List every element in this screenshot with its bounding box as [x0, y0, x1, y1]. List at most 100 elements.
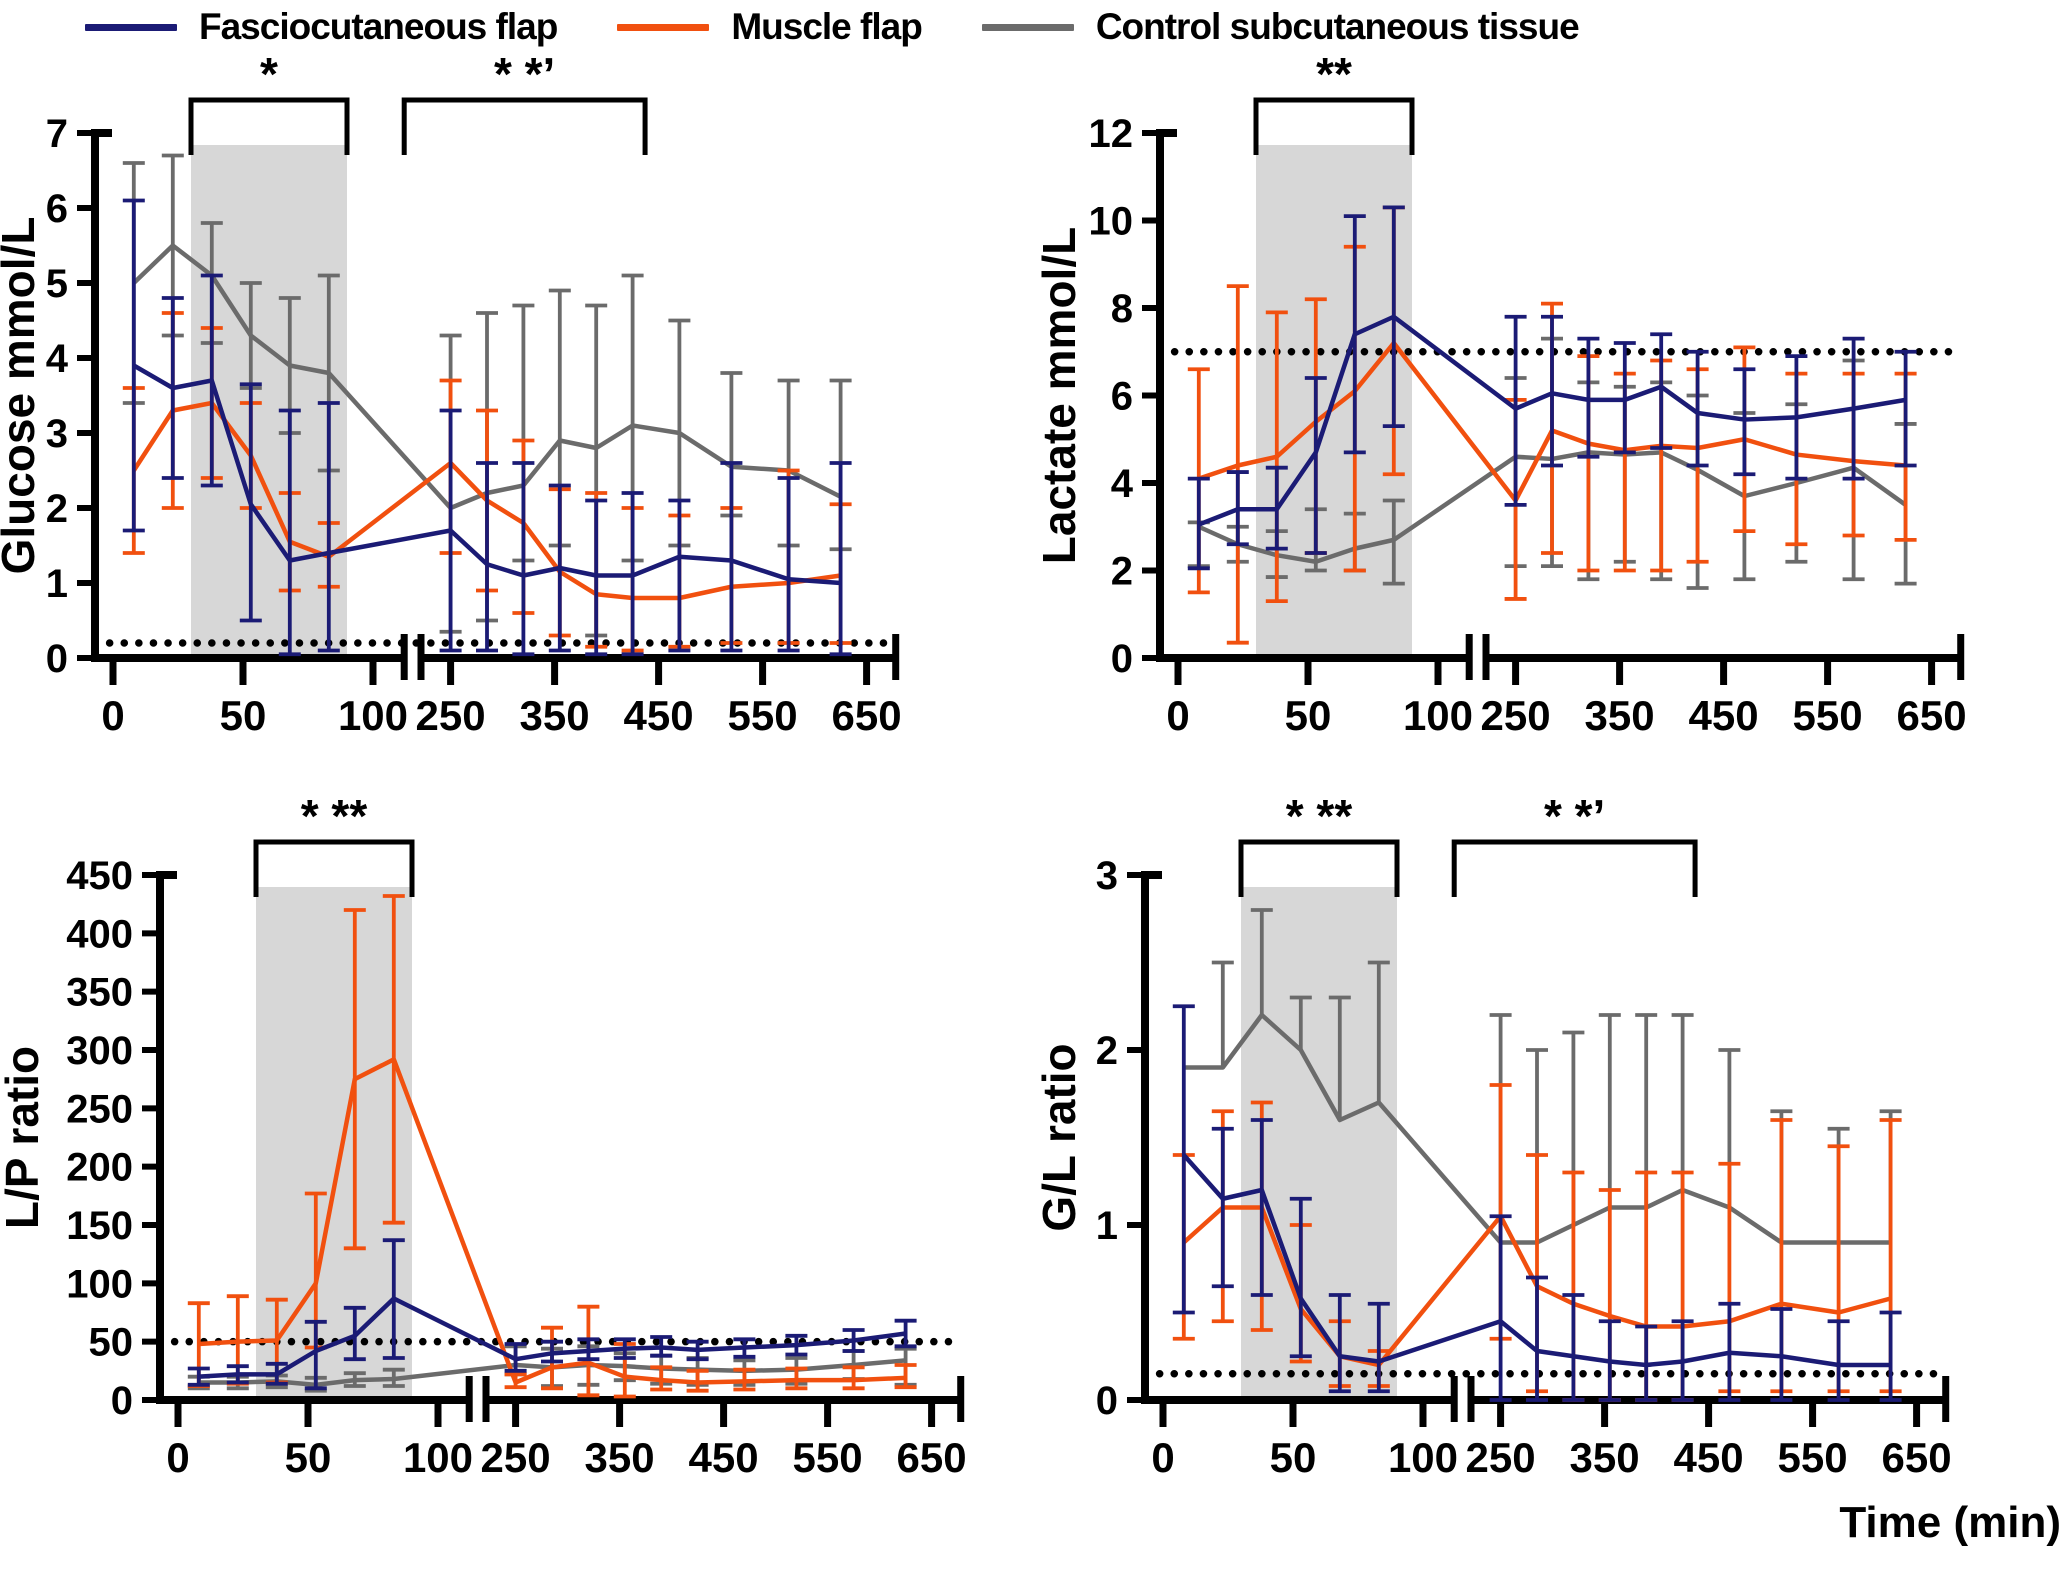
legend-item-muscle-flap: Muscle flap [617, 6, 923, 48]
significance-bracket [1238, 839, 1400, 897]
legend-item-control-subcutaneous-tissue: Control subcutaneous tissue [981, 6, 1580, 48]
series-muscle-flap [187, 894, 917, 1399]
x-tick-label: 550 [728, 692, 798, 739]
x-tick-label: 450 [624, 692, 694, 739]
x-tick-label: 250 [481, 1434, 551, 1481]
x-tick-label: 650 [897, 1434, 967, 1481]
x-tick-label: 650 [1882, 1434, 1952, 1481]
x-tick-label: 550 [1778, 1434, 1848, 1481]
control-subcutaneous-tissue-line-swatch [981, 23, 1074, 31]
x-tick-label: 350 [585, 1434, 655, 1481]
y-tick-label: 2 [1096, 1029, 1118, 1073]
fasciocutaneous-flap-line-swatch [85, 23, 177, 31]
shaded-band-lp-ratio [256, 887, 412, 1400]
lactate-chart-plot: 0 2 4 6 8 10 12 0 50 100 250 350 450 550 650 ** Lactate … [1035, 58, 1967, 739]
y-tick-label: 3 [46, 412, 68, 456]
x-tick-label: 650 [1897, 692, 1967, 739]
x-tick-label: 350 [520, 692, 590, 739]
x-tick-label: 100 [403, 1434, 473, 1481]
y-tick-label: 0 [1096, 1379, 1118, 1423]
x-tick-label: 450 [1674, 1434, 1744, 1481]
x-tick-label: 650 [832, 692, 902, 739]
x-tick-label: 550 [1793, 692, 1863, 739]
y-tick-label: 10 [1089, 200, 1134, 244]
x-tick-label: 0 [1166, 692, 1189, 739]
x-tick-label: 350 [1570, 1434, 1640, 1481]
significance-bracket [1253, 97, 1415, 155]
y-tick-label: 5 [46, 262, 68, 306]
y-tick-label: 450 [66, 854, 133, 898]
x-tick-label: 250 [1481, 692, 1551, 739]
y-tick-label: 150 [66, 1204, 133, 1248]
series-line [198, 1296, 906, 1379]
y-axis [1141, 871, 1162, 1404]
significance-label: * [260, 58, 278, 100]
y-tick-label: 6 [46, 187, 68, 231]
x-tick-label: 50 [220, 692, 267, 739]
y-tick-label: 1 [1096, 1204, 1118, 1248]
y-tick-label: 4 [46, 337, 69, 381]
x-tick-label: 50 [1285, 692, 1332, 739]
x-tick-label: 0 [1151, 1434, 1174, 1481]
muscle-flap-line-swatch [617, 23, 710, 31]
x-tick-label: 450 [1689, 692, 1759, 739]
legend: Fasciocutaneous flap Muscle flap Control… [85, 6, 1580, 48]
series-fasciocutaneous-flap [1172, 1004, 1902, 1402]
series-line [1182, 1205, 1892, 1368]
significance-bracket [401, 97, 648, 155]
y-axis-title: G/L ratio [1035, 1043, 1085, 1231]
significance-label: * *’ [494, 58, 555, 100]
y-tick-label: 100 [66, 1262, 133, 1306]
series-line [1183, 1012, 1891, 1245]
significance-bracket [1451, 839, 1698, 897]
lactate-chart: 0 2 4 6 8 10 12 0 50 100 250 350 450 550 650 ** Lactate … [1035, 58, 2067, 798]
y-tick-label: 0 [111, 1379, 133, 1423]
y-tick-label: 2 [46, 487, 68, 531]
x-tick-label: 250 [1466, 1434, 1536, 1481]
x-tick-label: 100 [1403, 692, 1473, 739]
legend-label: Fasciocutaneous flap [199, 6, 558, 47]
significance-label: ** [1316, 58, 1352, 100]
y-tick-label: 0 [1111, 637, 1133, 681]
x-tick-label: 100 [338, 692, 408, 739]
x-tick-label: 50 [285, 1434, 332, 1481]
series-line [1198, 340, 1906, 503]
y-tick-label: 4 [1111, 462, 1134, 506]
significance-label: * *’ [1544, 800, 1605, 842]
y-tick-label: 50 [89, 1321, 134, 1365]
y-tick-label: 6 [1111, 375, 1133, 419]
y-tick-label: 2 [1111, 550, 1133, 594]
x-tick-label: 550 [793, 1434, 863, 1481]
x-tick-label: 100 [1388, 1434, 1458, 1481]
significance-label: * ** [301, 800, 368, 842]
y-tick-label: 12 [1089, 112, 1134, 156]
glucose-chart: 0 1 2 3 4 5 6 7 0 50 100 250 350 450 550 650 * * *’ Glucos… [0, 58, 1010, 798]
series-fasciocutaneous-flap [122, 198, 852, 657]
y-tick-label: 1 [46, 562, 68, 606]
x-tick-label: 0 [101, 692, 124, 739]
y-tick-label: 8 [1111, 287, 1133, 331]
glucose-chart-plot: 0 1 2 3 4 5 6 7 0 50 100 250 350 450 550 650 * * *’ Glucos… [0, 58, 902, 739]
significance-bracket [188, 97, 350, 155]
x-tick-label: 0 [166, 1434, 189, 1481]
series-line [1197, 450, 1907, 564]
gl-ratio-chart: 0 1 2 3 0 50 100 250 350 450 550 650 * ** * *’ G/L rat… [1035, 800, 2067, 1540]
series-fasciocutaneous-flap [187, 1238, 917, 1391]
gl-ratio-chart-plot: 0 1 2 3 0 50 100 250 350 450 550 650 * ** * *’ G/L rat… [1035, 800, 1952, 1481]
series-line [198, 1057, 906, 1385]
y-tick-label: 200 [66, 1146, 133, 1190]
y-tick-label: 350 [66, 971, 133, 1015]
y-tick-label: 0 [46, 637, 68, 681]
x-tick-label: 250 [416, 692, 486, 739]
y-tick-label: 300 [66, 1029, 133, 1073]
series-line [1182, 1153, 1891, 1368]
y-axis [91, 129, 112, 662]
significance-label: * ** [1286, 800, 1353, 842]
series-line [131, 400, 841, 601]
shaded-band-gl-ratio [1241, 887, 1397, 1400]
y-axis-title: Glucose mmol/L [0, 217, 44, 575]
series-line [132, 243, 842, 511]
series-fasciocutaneous-flap [1187, 205, 1917, 571]
